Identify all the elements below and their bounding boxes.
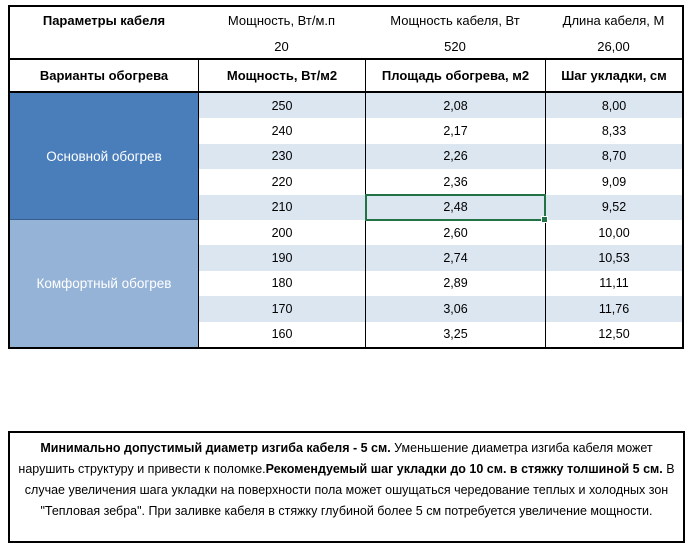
param-power-per-m-value[interactable]: 20 xyxy=(274,38,289,54)
area-cell[interactable]: 2,60 xyxy=(365,219,545,246)
step-cell[interactable]: 10,00 xyxy=(545,219,682,246)
area-cell[interactable]: 2,17 xyxy=(365,118,545,144)
step-cell[interactable]: 8,00 xyxy=(545,93,682,119)
table-body: Основной обогрев Комфортный обогрев 250 … xyxy=(10,93,682,347)
area-cell[interactable]: 2,36 xyxy=(365,169,545,195)
step-cell[interactable]: 11,11 xyxy=(545,270,682,297)
header-power[interactable]: Мощность, Вт/м2 xyxy=(198,60,365,91)
step-cell[interactable]: 9,09 xyxy=(545,169,682,195)
installation-note-box: Минимально допустимый диаметр изгиба каб… xyxy=(8,431,685,543)
area-cell[interactable]: 3,25 xyxy=(365,321,545,347)
area-cell[interactable]: 3,06 xyxy=(365,296,545,322)
power-cell[interactable]: 170 xyxy=(198,296,365,322)
header-variants[interactable]: Варианты обогрева xyxy=(39,68,169,83)
area-cell[interactable]: 2,08 xyxy=(365,93,545,119)
params-label-row: Параметры кабеля Мощность, Вт/м.п Мощнос… xyxy=(10,7,682,34)
group-label-comfort-heating[interactable]: Комфортный обогрев xyxy=(10,219,198,347)
param-cable-length-label[interactable]: Длина кабеля, М xyxy=(562,13,665,28)
power-cell[interactable]: 240 xyxy=(198,118,365,144)
area-cell[interactable]: 2,89 xyxy=(365,270,545,297)
area-cell[interactable]: 2,26 xyxy=(365,143,545,170)
table-header-row: Варианты обогрева Мощность, Вт/м2 Площад… xyxy=(10,60,682,93)
group-label-primary-heating[interactable]: Основной обогрев xyxy=(10,93,198,220)
note-run-thermal-zebra: В случае увеличения шага укладки на пове… xyxy=(24,462,675,518)
cable-params-section: Параметры кабеля Мощность, Вт/м.п Мощнос… xyxy=(10,7,682,60)
step-cell[interactable]: 8,70 xyxy=(545,143,682,170)
step-cell[interactable]: 8,33 xyxy=(545,118,682,144)
params-value-row: 20 520 26,00 xyxy=(10,34,682,58)
area-cell[interactable]: 2,74 xyxy=(365,245,545,271)
step-cell[interactable]: 11,76 xyxy=(545,296,682,322)
power-cell[interactable]: 190 xyxy=(198,245,365,271)
step-cell[interactable]: 12,50 xyxy=(545,321,682,347)
param-cable-length-value[interactable]: 26,00 xyxy=(597,38,630,54)
header-step[interactable]: Шаг укладки, см xyxy=(545,60,682,91)
power-cell[interactable]: 160 xyxy=(198,321,365,347)
selected-cell[interactable]: 2,48 xyxy=(365,193,548,224)
note-run-breakage-warning: Уменьшение диаметра изгиба кабеля может … xyxy=(18,441,653,476)
note-run-min-diameter: Минимально допустимый диаметр изгиба каб… xyxy=(40,441,391,455)
note-run-recommended-step: Рекомендуемый шаг укладки до 10 см. в ст… xyxy=(265,462,663,476)
power-cell[interactable]: 230 xyxy=(198,143,365,170)
param-cable-power-value[interactable]: 520 xyxy=(444,38,466,54)
step-cell[interactable]: 9,52 xyxy=(545,194,682,220)
power-cell[interactable]: 200 xyxy=(198,219,365,246)
power-cell[interactable]: 210 xyxy=(198,194,365,220)
power-cell[interactable]: 180 xyxy=(198,270,365,297)
power-cell[interactable]: 220 xyxy=(198,169,365,195)
heating-cable-table: Параметры кабеля Мощность, Вт/м.п Мощнос… xyxy=(8,5,684,349)
param-cable-power-label[interactable]: Мощность кабеля, Вт xyxy=(390,13,520,28)
step-cell[interactable]: 10,53 xyxy=(545,245,682,271)
params-empty-cell[interactable] xyxy=(10,34,198,58)
power-cell[interactable]: 250 xyxy=(198,93,365,119)
param-power-per-m-label[interactable]: Мощность, Вт/м.п xyxy=(227,13,336,28)
header-area[interactable]: Площадь обогрева, м2 xyxy=(365,60,545,91)
params-title-cell[interactable]: Параметры кабеля xyxy=(42,13,166,28)
